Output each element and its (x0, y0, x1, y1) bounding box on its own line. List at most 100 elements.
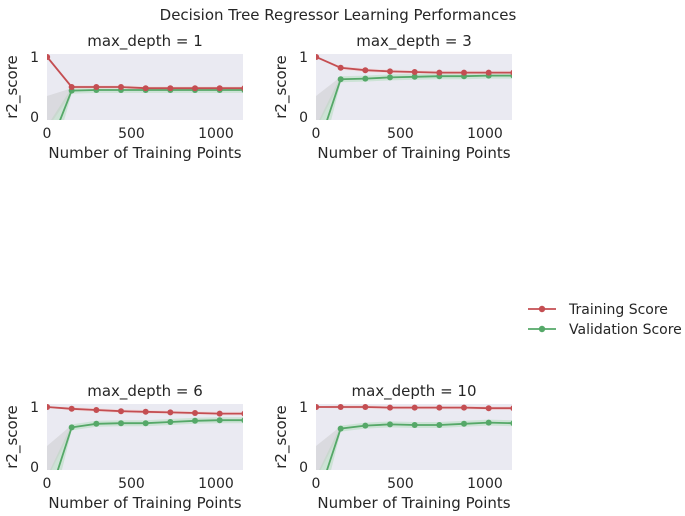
legend-training-label: Training Score (568, 302, 668, 318)
y-axis-label: r2_score (3, 405, 22, 469)
training-score-point (316, 404, 320, 410)
validation-initial-band (316, 76, 341, 120)
training-score-point (485, 405, 492, 412)
training-score-point (316, 54, 320, 60)
legend-validation-label: Validation Score (569, 322, 682, 338)
training-score-point (436, 69, 443, 76)
x-axis-label: Number of Training Points (317, 144, 510, 162)
x-tick-label: 0 (43, 126, 52, 142)
training-score-point (216, 410, 223, 417)
validation-score-point (387, 421, 394, 428)
training-score-point (510, 69, 512, 76)
chart-panel-4: max_depth = 10 0 500 1000 0 1 Number of Traini… (272, 382, 512, 512)
training-score-point (142, 85, 149, 92)
training-score-point (436, 404, 443, 411)
training-score-point (167, 85, 174, 92)
validation-score-point (192, 417, 199, 424)
training-score-point (68, 84, 75, 90)
training-std-band (47, 56, 243, 90)
validation-score-point (387, 74, 394, 81)
validation-score-point (337, 76, 344, 83)
y-tick-label: 1 (299, 400, 308, 416)
panel-title: max_depth = 6 (87, 382, 203, 401)
plot-content (316, 404, 512, 470)
x-tick-label: 500 (118, 126, 145, 142)
validation-std-band (319, 419, 512, 470)
training-score-point (337, 64, 344, 71)
x-axis-label: Number of Training Points (48, 494, 241, 512)
y-axis-label: r2_score (3, 55, 22, 119)
y-tick-label: 0 (299, 110, 308, 126)
validation-score-point (167, 419, 174, 425)
chart-panel-1: max_depth = 1 0 500 1000 0 1 Number of Trainin… (3, 32, 243, 162)
training-score-point (411, 404, 418, 411)
training-score-point (47, 54, 51, 60)
validation-score-point (216, 417, 223, 424)
x-axis-label: Number of Training Points (48, 144, 241, 162)
validation-score-point (411, 422, 418, 428)
x-tick-label: 0 (43, 476, 52, 492)
training-score-point (362, 404, 369, 410)
validation-score-point (93, 420, 100, 427)
training-score-point (47, 404, 51, 410)
validation-score-point (436, 422, 443, 428)
training-score-point (118, 408, 125, 415)
validation-score-point (241, 417, 243, 423)
training-score-point (337, 404, 344, 410)
training-score-point (387, 404, 394, 411)
x-tick-label: 500 (387, 126, 414, 142)
legend-training-marker (538, 305, 546, 313)
training-score-point (461, 404, 468, 411)
validation-score-point (362, 75, 369, 82)
training-score-point (93, 407, 100, 413)
validation-initial-band (47, 425, 72, 470)
chart-panel-3: max_depth = 6 0 500 1000 0 1 Number of Trainin… (3, 382, 243, 512)
x-tick-label: 500 (118, 476, 145, 492)
training-score-point (142, 408, 149, 415)
training-score-point (485, 69, 492, 76)
figure-suptitle: Decision Tree Regressor Learning Perform… (160, 6, 517, 24)
y-tick-label: 1 (30, 400, 39, 416)
plot-content (47, 54, 243, 120)
y-tick-label: 0 (30, 460, 39, 476)
legend-validation-marker (538, 325, 546, 333)
plot-area (316, 54, 512, 120)
panel-title: max_depth = 3 (356, 32, 472, 51)
panel-title: max_depth = 10 (351, 382, 476, 401)
panel-title: max_depth = 1 (87, 32, 203, 51)
training-score-point (167, 409, 174, 416)
x-tick-label: 1000 (198, 476, 234, 492)
y-axis-label: r2_score (272, 55, 291, 119)
validation-initial-band (316, 426, 341, 470)
validation-std-band (319, 72, 512, 120)
x-tick-label: 0 (312, 476, 321, 492)
x-tick-label: 1000 (467, 126, 503, 142)
y-tick-label: 0 (30, 110, 39, 126)
validation-score-point (118, 420, 125, 427)
training-score-point (461, 69, 468, 76)
training-score-point (387, 68, 394, 75)
training-score-point (68, 405, 75, 412)
x-tick-label: 0 (312, 126, 321, 142)
validation-score-point (142, 420, 149, 427)
plot-content (47, 404, 243, 470)
legend: Training Score Validation Score (528, 302, 682, 338)
training-score-point (93, 84, 100, 90)
validation-score-point (362, 422, 369, 429)
plot-content (316, 54, 512, 120)
chart-panel-2: max_depth = 3 0 500 1000 0 1 Number of Trainin… (272, 32, 512, 162)
validation-score-point (461, 420, 468, 427)
x-tick-label: 1000 (467, 476, 503, 492)
training-score-point (362, 67, 369, 74)
validation-score-point (411, 73, 418, 80)
plot-area (316, 404, 512, 470)
training-score-point (241, 85, 243, 91)
training-score-point (510, 405, 512, 411)
training-score-point (241, 410, 243, 417)
validation-score-point (485, 419, 492, 426)
validation-score-point (337, 425, 344, 432)
training-score-point (216, 85, 223, 92)
validation-score-point (510, 420, 512, 426)
x-tick-label: 500 (387, 476, 414, 492)
